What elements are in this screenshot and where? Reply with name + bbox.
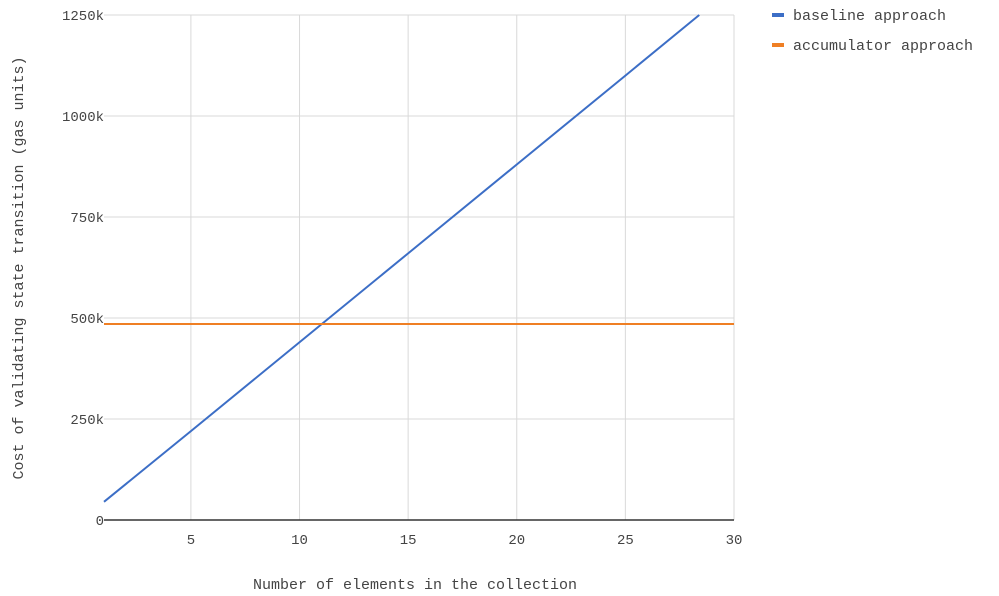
y-axis-title: Cost of validating state transition (gas… — [11, 56, 28, 479]
y-tick-label: 500k — [70, 312, 104, 328]
x-tick-label: 15 — [400, 533, 417, 549]
x-tick-label: 10 — [291, 533, 308, 549]
x-axis-title: Number of elements in the collection — [253, 577, 577, 594]
legend-label: accumulator approach — [793, 38, 973, 55]
y-tick-label: 0 — [96, 514, 104, 530]
x-tick-label: 25 — [617, 533, 634, 549]
y-tick-label: 250k — [70, 413, 104, 429]
series-line-baseline — [103, 14, 700, 503]
tick-labels: 0 250k 500k 750k 1000k 1250k 5 10 15 20 25 30 — [62, 9, 742, 549]
legend-swatch — [772, 13, 784, 17]
legend: baseline approach accumulator approach — [772, 8, 973, 55]
x-tick-label: 30 — [726, 533, 743, 549]
series-lines — [103, 14, 734, 503]
x-tick-label: 20 — [508, 533, 525, 549]
grid-lines — [104, 14, 735, 520]
legend-swatch — [772, 43, 784, 47]
legend-label: baseline approach — [793, 8, 946, 25]
y-tick-label: 1000k — [62, 110, 104, 126]
y-tick-label: 750k — [70, 211, 104, 227]
x-tick-label: 5 — [187, 533, 195, 549]
y-tick-label: 1250k — [62, 9, 104, 25]
